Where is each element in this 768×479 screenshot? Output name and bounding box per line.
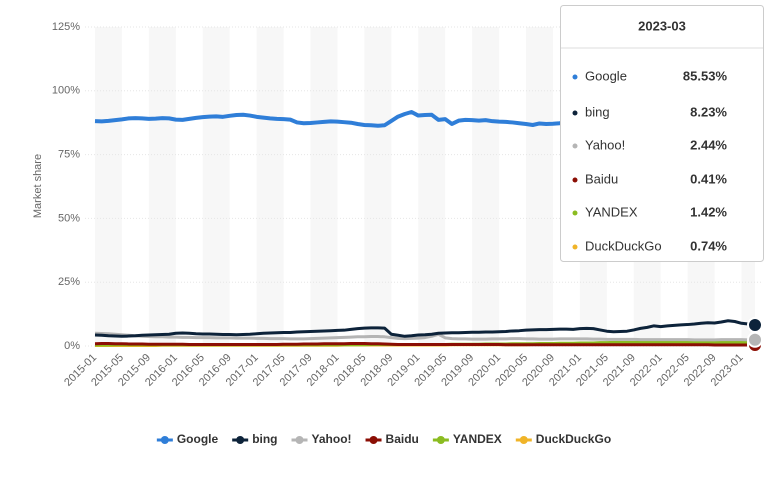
background-band	[256, 27, 284, 346]
tooltip: 2023-03 Google 85.53% bing 8.23% Yahoo! 2.44%…	[560, 5, 764, 262]
tooltip-title: 2023-03	[638, 18, 686, 33]
series-line	[94, 341, 756, 347]
end-marker	[747, 331, 763, 348]
end-marker	[747, 316, 763, 333]
tooltip-dot	[572, 244, 578, 250]
y-axis-label: Market share	[32, 154, 44, 218]
legend-label: DuckDuckGo	[536, 432, 611, 446]
legend-label: Google	[177, 432, 219, 446]
y-tick-label: 25%	[58, 276, 80, 288]
tooltip-dot	[572, 110, 578, 116]
background-band	[418, 27, 446, 346]
tooltip-value: 1.42%	[690, 204, 727, 219]
tooltip-name: DuckDuckGo	[585, 238, 662, 253]
legend-symbol	[519, 436, 528, 444]
y-tick-label: 75%	[58, 149, 80, 161]
background-band	[148, 27, 176, 346]
legend-symbol	[236, 436, 245, 444]
tooltip-value: 85.53%	[683, 68, 728, 83]
tooltip-value: 8.23%	[690, 104, 727, 119]
tooltip-name: YANDEX	[585, 204, 638, 219]
background-band	[202, 27, 230, 346]
y-tick-label: 50%	[58, 212, 80, 224]
tooltip-dot	[572, 143, 578, 149]
tooltip-name: bing	[585, 104, 610, 119]
background-band	[364, 27, 392, 346]
tooltip-value: 2.44%	[690, 137, 727, 152]
tooltip-value: 0.74%	[690, 238, 727, 253]
legend-label: YANDEX	[453, 432, 502, 446]
background-band	[526, 27, 553, 346]
tooltip-name: Google	[585, 68, 627, 83]
y-tick-label: 0%	[64, 340, 80, 352]
series-line	[94, 319, 756, 338]
series-line	[94, 331, 756, 342]
tooltip-value: 0.41%	[690, 171, 727, 186]
y-tick-label: 100%	[52, 85, 80, 97]
tooltip-box	[560, 5, 764, 262]
tooltip-dot	[572, 177, 578, 183]
y-tick-label: 125%	[52, 21, 80, 33]
background-band	[95, 27, 122, 346]
legend-symbol	[295, 436, 304, 444]
background-band	[472, 27, 500, 346]
legend-label: bing	[252, 432, 277, 446]
tooltip-dot	[572, 74, 578, 80]
tooltip-name: Baidu	[585, 171, 618, 186]
legend-label: Yahoo!	[312, 432, 352, 446]
legend-symbol	[369, 436, 378, 444]
background-band	[310, 27, 338, 346]
legend-label: Baidu	[386, 432, 419, 446]
legend-symbol	[160, 436, 169, 444]
tooltip-dot	[572, 210, 578, 216]
legend-symbol	[436, 436, 445, 444]
tooltip-name: Yahoo!	[585, 137, 625, 152]
